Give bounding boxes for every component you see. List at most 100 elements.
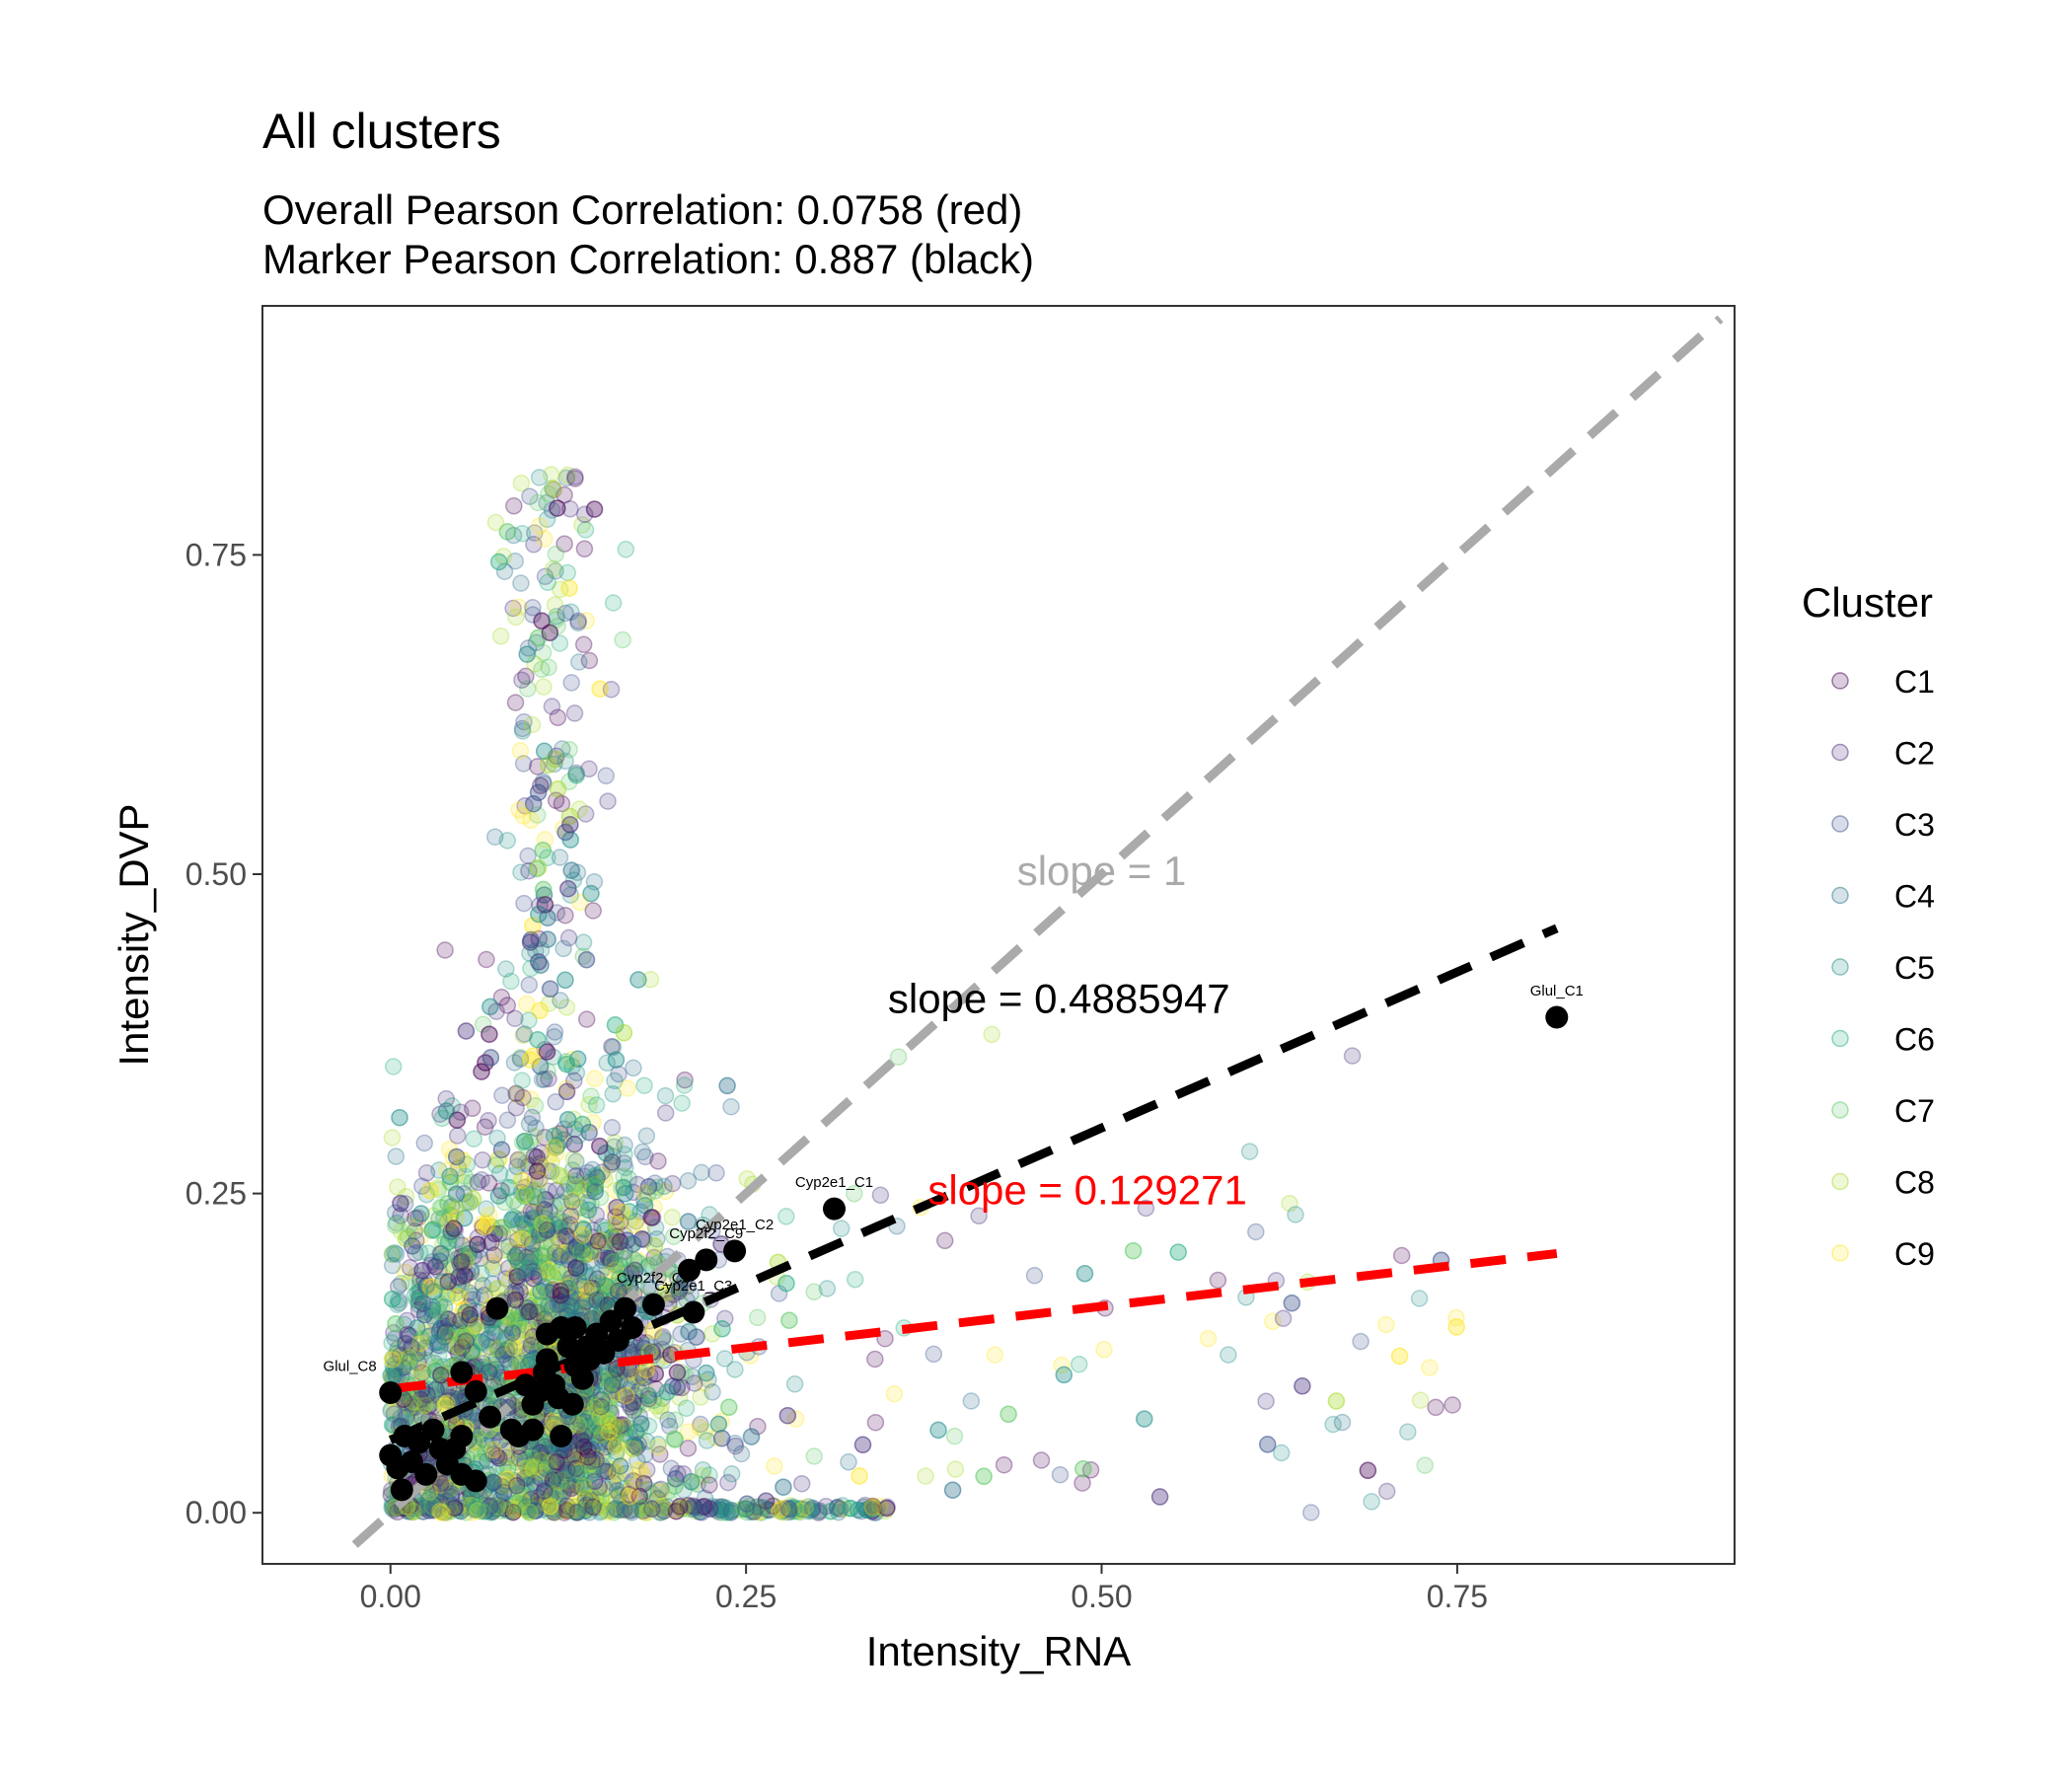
cluster-point	[484, 1441, 502, 1459]
cluster-point	[648, 1178, 667, 1197]
cluster-point	[1032, 1451, 1051, 1469]
cluster-point	[935, 1231, 954, 1250]
cluster-point	[507, 1328, 526, 1346]
x-tick-label: 0.50	[1071, 1579, 1132, 1614]
cluster-point	[688, 1328, 705, 1346]
cluster-point	[383, 1290, 402, 1308]
cluster-point	[473, 1171, 490, 1189]
cluster-point	[583, 1240, 601, 1259]
cluster-point	[591, 680, 609, 698]
cluster-point	[1283, 1294, 1301, 1312]
cluster-point	[634, 1474, 653, 1493]
cluster-point	[504, 1339, 523, 1357]
cluster-point	[528, 1497, 546, 1515]
cluster-point	[738, 1495, 756, 1514]
cluster-point	[578, 1448, 596, 1466]
marker-point	[677, 1258, 701, 1282]
cluster-point	[587, 1096, 606, 1114]
cluster-point	[659, 1482, 677, 1501]
cluster-point	[567, 1064, 586, 1082]
cluster-point	[420, 1488, 439, 1507]
cluster-point	[516, 1178, 534, 1197]
cluster-point	[659, 1411, 677, 1429]
cluster-point	[509, 1150, 527, 1169]
cluster-point	[547, 750, 564, 769]
cluster-point	[455, 1257, 473, 1276]
cluster-point	[445, 1220, 463, 1237]
cluster-point	[432, 1498, 450, 1516]
cluster-point	[527, 1226, 546, 1244]
cluster-point	[840, 1453, 857, 1471]
cluster-point	[698, 1432, 716, 1449]
cluster-point	[629, 1451, 646, 1470]
cluster-point	[653, 1329, 672, 1348]
cluster-point	[649, 1152, 667, 1170]
cluster-point	[496, 1270, 515, 1288]
cluster-point	[522, 1090, 540, 1108]
cluster-point	[539, 1503, 557, 1520]
cluster-point	[558, 1291, 576, 1308]
cluster-point	[468, 1441, 485, 1458]
cluster-point	[513, 1072, 531, 1089]
cluster-point	[559, 1290, 578, 1308]
cluster-point	[549, 499, 566, 517]
marker-point	[450, 1361, 474, 1384]
cluster-point	[492, 989, 511, 1006]
cluster-point	[504, 1319, 523, 1338]
cluster-point	[476, 1118, 494, 1136]
cluster-point	[517, 667, 535, 686]
cluster-point	[852, 1502, 870, 1520]
cluster-point	[1390, 1347, 1409, 1366]
cluster-point	[515, 1215, 533, 1233]
cluster-point	[810, 1502, 829, 1519]
cluster-point	[489, 1342, 508, 1360]
cluster-point	[531, 1224, 550, 1242]
cluster-point	[604, 1147, 622, 1165]
cluster-point	[775, 1478, 792, 1496]
cluster-point	[712, 1498, 730, 1516]
cluster-point	[710, 1501, 729, 1518]
cluster-point	[521, 1051, 540, 1069]
cluster-point	[513, 524, 532, 543]
cluster-point	[459, 1297, 478, 1316]
cluster-point	[574, 933, 593, 951]
cluster-point	[543, 1162, 560, 1181]
cluster-point	[569, 1177, 587, 1196]
cluster-point	[552, 1286, 569, 1303]
cluster-point	[1343, 1047, 1362, 1065]
cluster-point	[446, 1284, 465, 1302]
cluster-point	[509, 1314, 528, 1332]
cluster-point	[853, 1436, 872, 1454]
cluster-point	[1124, 1241, 1143, 1260]
cluster-point	[513, 1261, 532, 1280]
cluster-point	[395, 1315, 413, 1334]
cluster-point	[742, 1428, 761, 1445]
cluster-point	[1220, 1346, 1237, 1364]
cluster-point	[478, 1200, 495, 1218]
cluster-point	[1327, 1392, 1346, 1410]
cluster-point	[1257, 1392, 1275, 1410]
cluster-point	[571, 1293, 590, 1311]
cluster-point	[437, 1322, 455, 1341]
cluster-point	[564, 1110, 583, 1129]
cluster-point	[557, 469, 575, 487]
slope-label-0: slope = 1	[1017, 848, 1187, 894]
cluster-point	[712, 1504, 731, 1521]
cluster-point	[557, 1261, 576, 1280]
cluster-point	[569, 612, 587, 630]
cluster-point	[549, 779, 567, 798]
cluster-point	[1281, 1194, 1298, 1213]
cluster-point	[571, 1416, 590, 1434]
cluster-point	[534, 643, 553, 662]
cluster-point	[475, 1311, 493, 1330]
cluster-point	[536, 1302, 554, 1320]
cluster-point	[673, 1094, 691, 1112]
cluster-point	[738, 1504, 756, 1521]
cluster-point	[392, 1194, 409, 1213]
cluster-point	[435, 1504, 454, 1521]
cluster-point	[524, 1181, 542, 1200]
cluster-point	[637, 1361, 655, 1379]
cluster-point	[521, 1504, 539, 1521]
cluster-point	[514, 1088, 532, 1107]
cluster-point	[533, 1246, 551, 1265]
